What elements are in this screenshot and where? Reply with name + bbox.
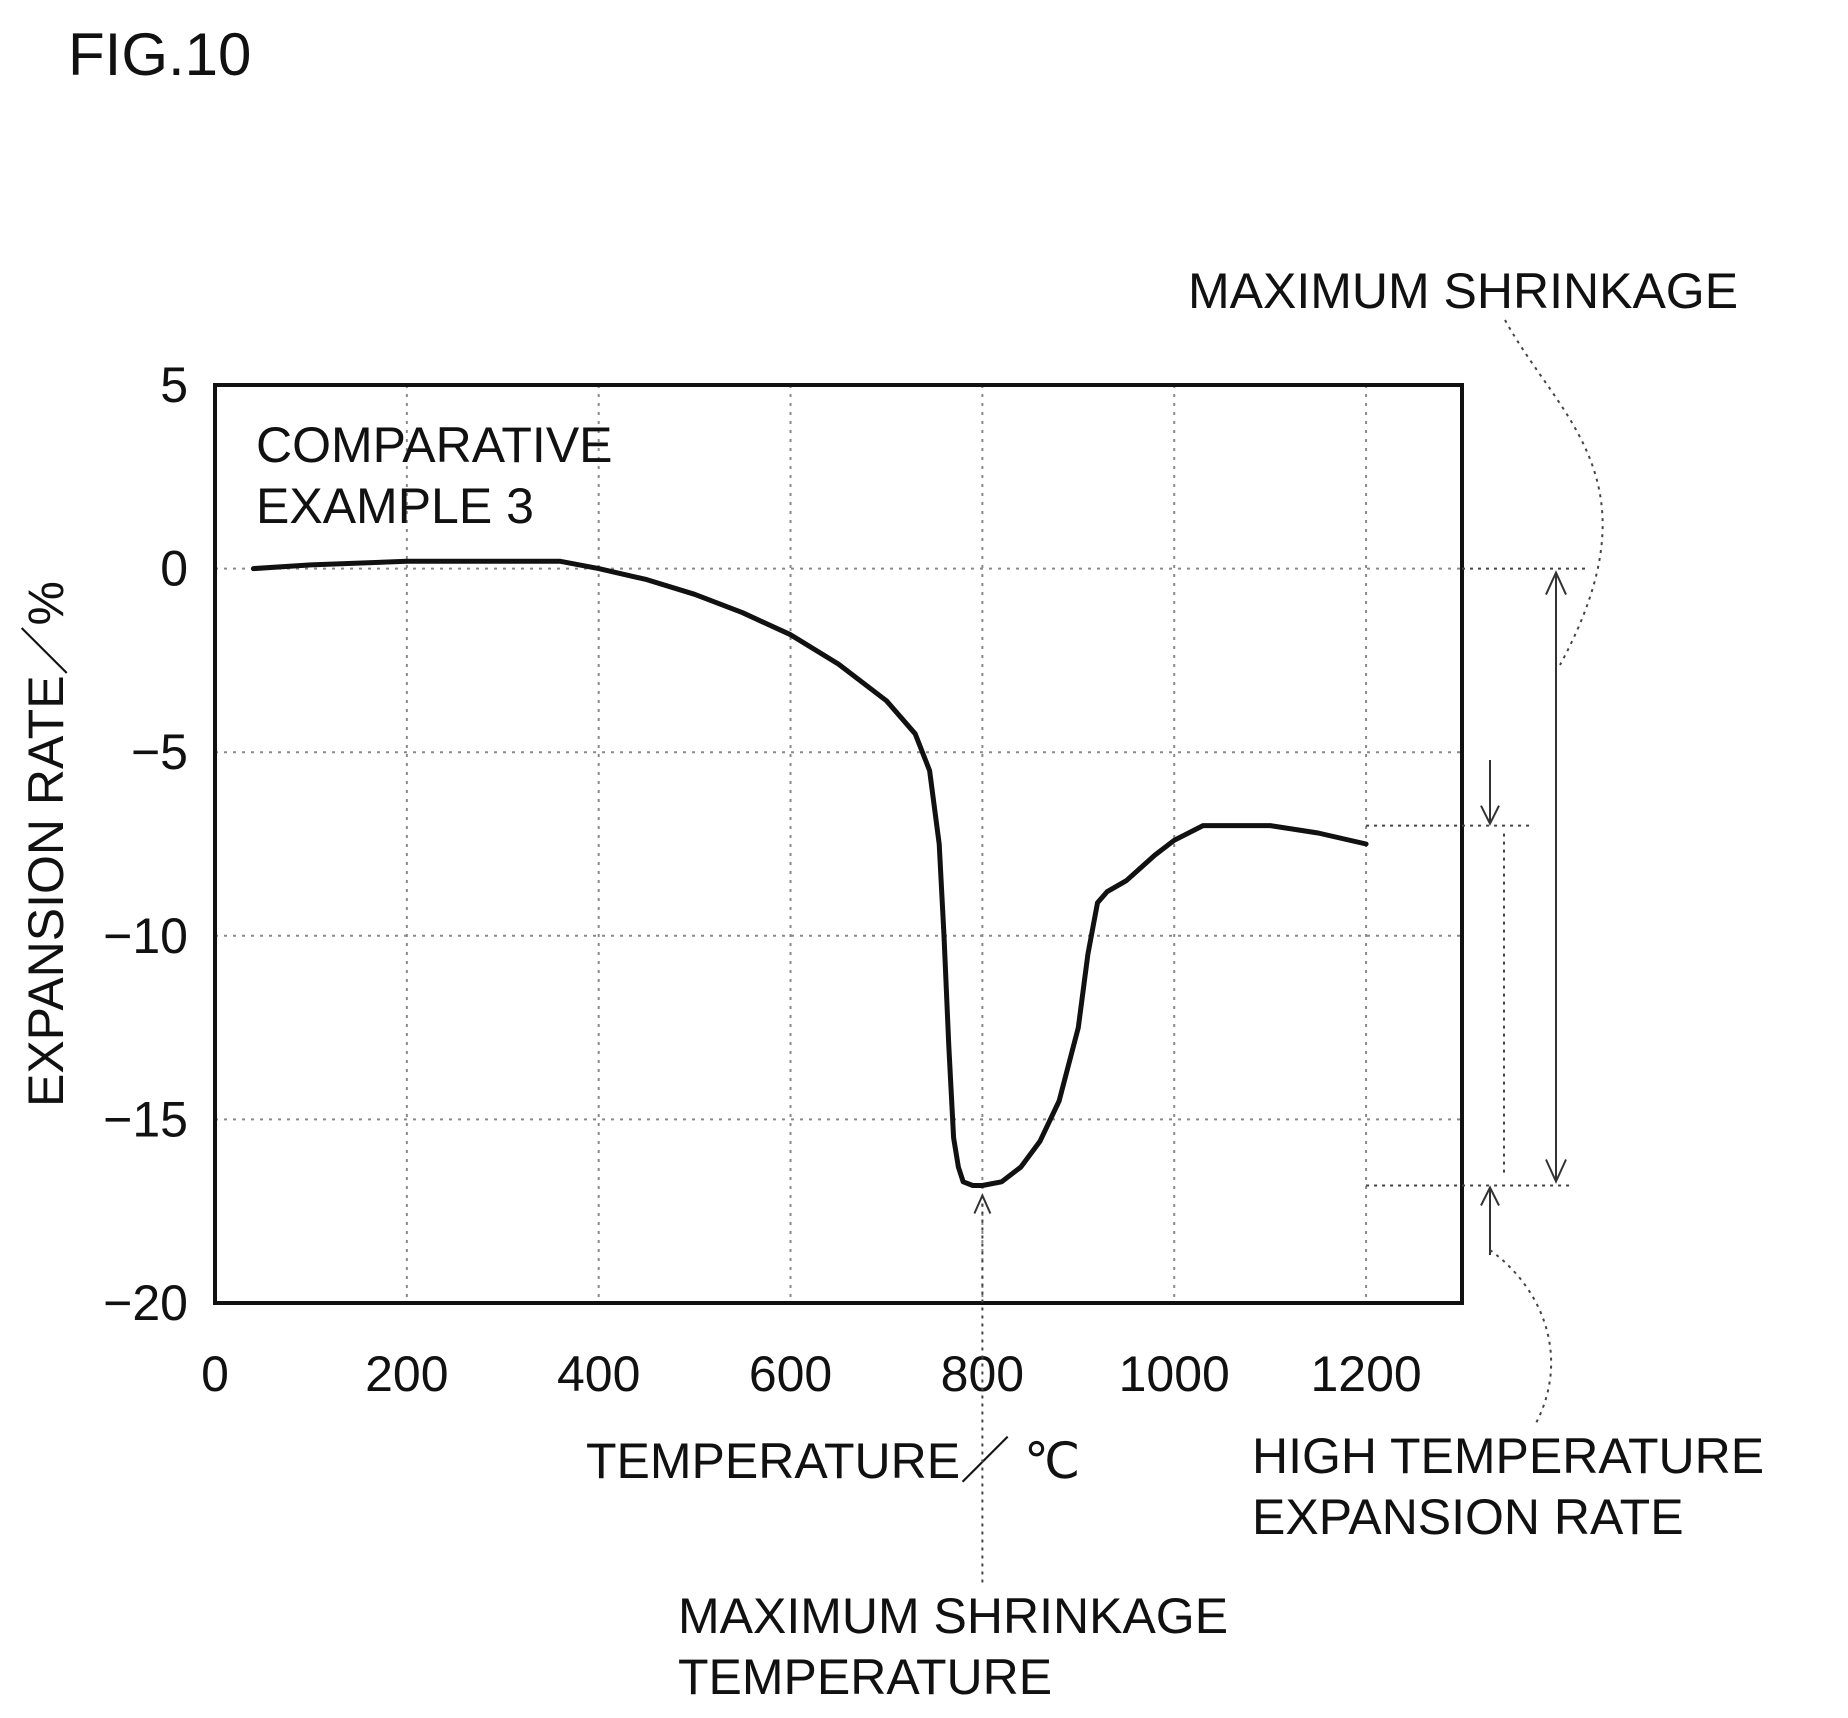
y-axis-label: EXPANSION RATE／% xyxy=(18,581,74,1107)
x-tick-label: 600 xyxy=(749,1346,832,1402)
y-tick-label: −5 xyxy=(131,724,188,780)
y-tick-label: 5 xyxy=(160,357,188,413)
x-tick-label: 200 xyxy=(365,1346,448,1402)
arrow-head-up xyxy=(973,1193,992,1214)
legend-line-2: EXAMPLE 3 xyxy=(256,478,534,534)
annotation-guides xyxy=(973,319,1604,1585)
y-tick-label: 0 xyxy=(160,541,188,597)
arrow-head-down xyxy=(1545,1159,1567,1184)
max-shrinkage-temp-label-2: TEMPERATURE xyxy=(678,1649,1052,1705)
y-tick-label: −20 xyxy=(103,1275,188,1331)
legend-line-1: COMPARATIVE xyxy=(256,417,613,473)
arrow-head-up xyxy=(1480,1185,1500,1206)
max-shrinkage-temp-label-1: MAXIMUM SHRINKAGE xyxy=(678,1588,1228,1644)
y-tick-label: −10 xyxy=(103,908,188,964)
y-tick-label: −15 xyxy=(103,1091,188,1147)
max-shrinkage-label: MAXIMUM SHRINKAGE xyxy=(1188,263,1738,319)
x-axis-label: TEMPERATURE／ ℃ xyxy=(586,1433,1080,1489)
x-tick-label: 1000 xyxy=(1119,1346,1230,1402)
arrow-head-up xyxy=(1545,570,1567,596)
x-tick-label: 0 xyxy=(201,1346,229,1402)
figure-label: FIG.10 xyxy=(68,21,251,88)
arrow-head-down xyxy=(1480,805,1500,826)
y-tick-labels: 5 0 −5 −10 −15 −20 xyxy=(103,357,188,1331)
plot-frame xyxy=(213,383,1464,1305)
series-line xyxy=(250,558,1369,1188)
max-shrinkage-leader xyxy=(1504,319,1604,666)
x-tick-labels: 0 200 400 600 800 1000 1200 xyxy=(201,1346,1422,1402)
x-tick-label: 400 xyxy=(557,1346,640,1402)
x-tick-label: 1200 xyxy=(1310,1346,1421,1402)
high-temp-rate-label-2: EXPANSION RATE xyxy=(1252,1489,1684,1545)
high-temp-rate-label-1: HIGH TEMPERATURE xyxy=(1252,1428,1764,1484)
high-temp-leader xyxy=(1489,1249,1553,1426)
